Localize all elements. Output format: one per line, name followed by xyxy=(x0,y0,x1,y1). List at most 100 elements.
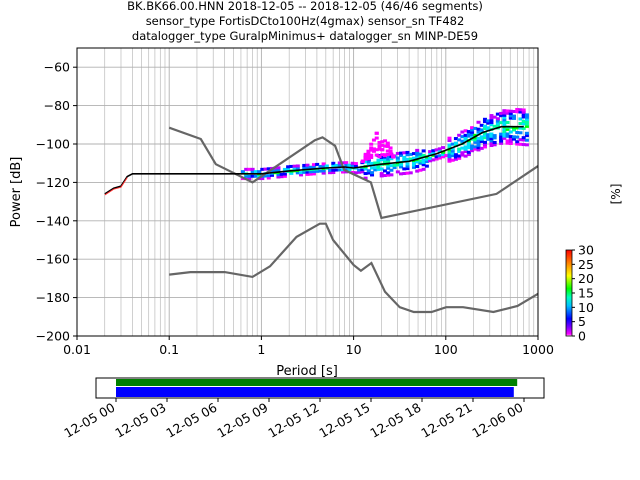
psd-density-cell xyxy=(479,137,484,141)
psd-density-cell xyxy=(499,134,504,138)
y-tick-label: −100 xyxy=(36,137,70,152)
psd-density-cell xyxy=(518,142,523,146)
psd-density-cell xyxy=(508,135,513,139)
psd-density-cell xyxy=(385,141,390,145)
psd-density-cell xyxy=(382,169,387,173)
y-tick-label: −200 xyxy=(36,329,70,344)
psd-density-cell xyxy=(489,141,494,145)
psd-density-cell xyxy=(405,150,410,154)
psd-density-cell xyxy=(282,167,287,171)
psd-density-cell xyxy=(502,118,507,122)
psd-density-cell xyxy=(388,146,393,150)
psd-density-cell xyxy=(386,173,391,177)
psd-density-cell xyxy=(476,127,481,131)
psd-density-cell xyxy=(476,141,481,145)
psd-density-cell xyxy=(376,165,381,169)
psd-density-cell xyxy=(315,162,320,166)
psd-density-cell xyxy=(424,160,429,164)
mode-line-path xyxy=(104,125,524,195)
psd-density-cell xyxy=(311,172,316,176)
psd-density-cell xyxy=(415,151,420,155)
psd-density-cell xyxy=(450,158,455,162)
psd-density-cell xyxy=(453,157,458,161)
psd-density-cell xyxy=(373,161,378,165)
title-line-3: datalogger_type GuralpMinimus+ datalogge… xyxy=(132,29,478,43)
psd-density-cell xyxy=(447,159,452,163)
psd-density-cell xyxy=(460,130,465,134)
psd-density-cell xyxy=(453,137,458,141)
psd-density-cell xyxy=(476,132,481,136)
psd-density-cell xyxy=(441,150,446,154)
psd-density-cell xyxy=(502,109,507,113)
psd-density-cell xyxy=(389,168,394,172)
psd-density-cell xyxy=(385,153,390,157)
psd-density-cell xyxy=(521,143,526,147)
psd-density-cell xyxy=(524,138,529,142)
psd-density-cell xyxy=(311,165,316,169)
psd-density-cell xyxy=(441,146,446,150)
psd-density-cell xyxy=(392,163,397,167)
psd-density-cell xyxy=(489,123,494,127)
psd-density-cell xyxy=(463,145,468,149)
psd-density-cell xyxy=(447,157,452,161)
psd-density-cell xyxy=(447,136,452,140)
psd-density-cell xyxy=(385,143,390,147)
psd-density-cell xyxy=(489,139,494,143)
psd-density-cell xyxy=(363,167,368,171)
psd-density-cell xyxy=(482,140,487,144)
psd-density-cell xyxy=(247,177,252,181)
psd-density-cell xyxy=(460,139,465,143)
psd-density-cell xyxy=(524,120,529,124)
psd-density-cell xyxy=(502,120,507,124)
psd-density-cell xyxy=(470,130,475,134)
psd-density-cell xyxy=(305,172,310,176)
psd-density-cell xyxy=(515,135,520,139)
psd-density-cell xyxy=(499,121,504,125)
psd-density-cell xyxy=(482,143,487,147)
psd-density-cell xyxy=(479,123,484,127)
psd-density-cell xyxy=(502,116,507,120)
psd-density-cell xyxy=(453,153,458,157)
psd-density-cell xyxy=(476,139,481,143)
psd-density-cell xyxy=(263,167,268,171)
psd-density-cell xyxy=(463,138,468,142)
psd-density-cell xyxy=(391,155,396,159)
psd-density-cell xyxy=(463,154,468,158)
psd-density-cell xyxy=(421,158,426,162)
psd-density-cell xyxy=(447,155,452,159)
psd-density-cell xyxy=(521,126,526,130)
psd-density-cell xyxy=(347,163,352,167)
ppsd-plot: 0.01 0.1 1 10 100 1000 −60 −80 −100 −120 −140 −160… xyxy=(9,47,554,379)
psd-density-cell xyxy=(347,168,352,172)
psd-density-cell xyxy=(508,139,513,143)
psd-density-cell xyxy=(518,138,523,142)
psd-density-cell xyxy=(260,177,265,181)
psd-density-cell xyxy=(308,170,313,174)
psd-density-cell xyxy=(441,155,446,159)
psd-density-cell xyxy=(363,176,368,180)
psd-density-cell xyxy=(524,117,529,121)
colorbar-gradient xyxy=(565,249,573,337)
psd-density-cell xyxy=(389,164,394,168)
psd-density-cell xyxy=(521,113,526,117)
psd-density-cell xyxy=(366,154,371,158)
psd-density-cell xyxy=(363,154,368,158)
psd-density-cell xyxy=(399,153,404,157)
plot-background xyxy=(77,48,538,336)
y-axis-ticks: −60 −80 −100 −120 −140 −160 −180 −200 xyxy=(36,60,77,344)
psd-density-cell xyxy=(421,154,426,158)
mode-line xyxy=(104,125,524,196)
psd-density-cell xyxy=(273,168,278,172)
psd-density-cell xyxy=(466,146,471,150)
psd-density-cell xyxy=(505,127,510,131)
psd-density-cell xyxy=(395,151,400,155)
psd-density-cell xyxy=(411,163,416,167)
psd-density-cell xyxy=(476,129,481,133)
psd-density-cell xyxy=(353,171,358,175)
psd-density-cell xyxy=(395,170,400,174)
psd-density-cell xyxy=(379,158,384,162)
psd-density-cell xyxy=(466,130,471,134)
